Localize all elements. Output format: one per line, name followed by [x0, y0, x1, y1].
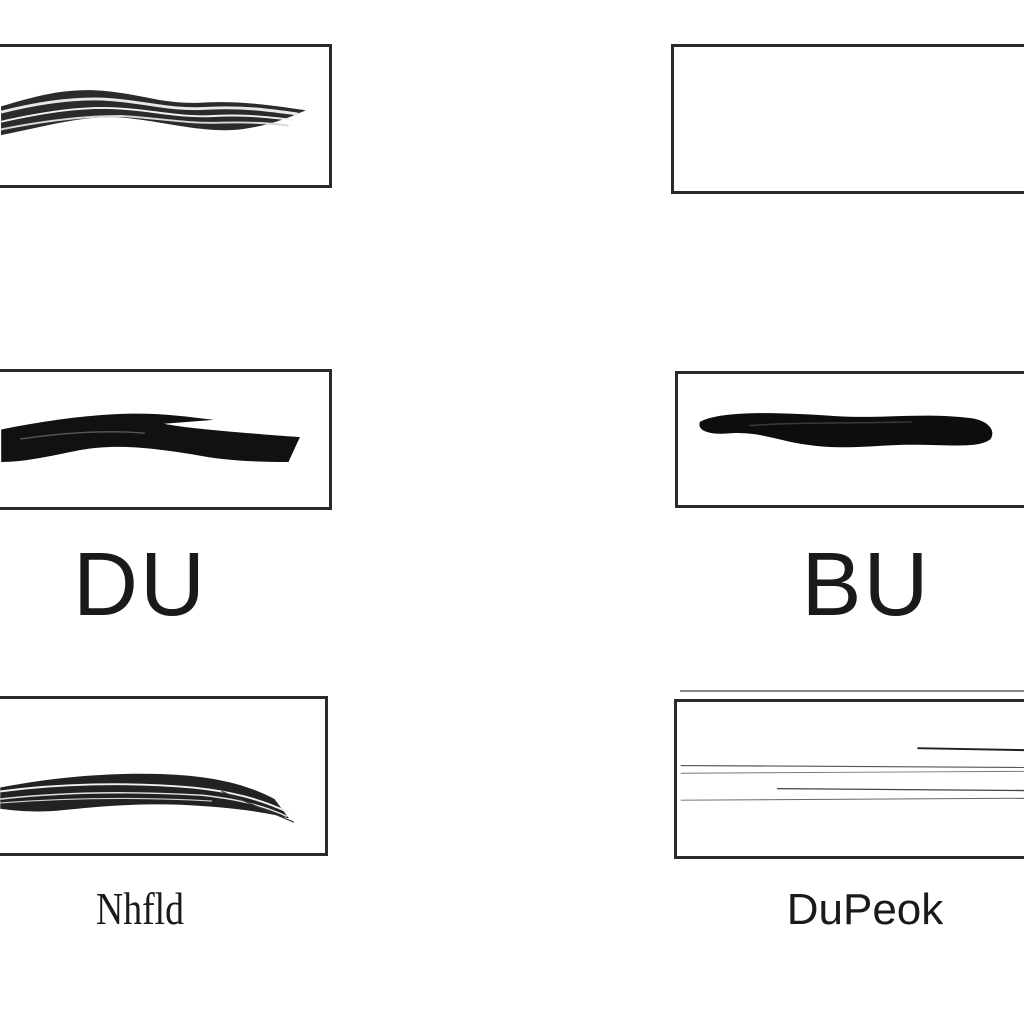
stroke-panel-top-right	[671, 44, 1024, 194]
stroke-panel-middle-left	[0, 369, 332, 510]
rounded-brush-stroke	[699, 413, 993, 448]
bold-brush-stroke	[1, 413, 300, 462]
caption-dupeok: DuPeok	[786, 885, 944, 934]
thin-lines-stroke	[680, 747, 1024, 801]
stroke-panel-bottom-left	[0, 696, 328, 856]
caption-nhfld: Nhfld	[95, 883, 184, 934]
stroke-panel-bottom-right	[674, 699, 1024, 859]
stroke-panel-top-left	[0, 44, 332, 188]
caption-du: DU	[73, 535, 207, 635]
dry-brush-stroke	[0, 773, 295, 823]
stroke-panel-middle-right	[675, 371, 1024, 508]
wavy-ribbon-stroke	[0, 90, 306, 136]
caption-bu: BU	[801, 535, 931, 635]
stray-brush-line	[680, 690, 1024, 692]
